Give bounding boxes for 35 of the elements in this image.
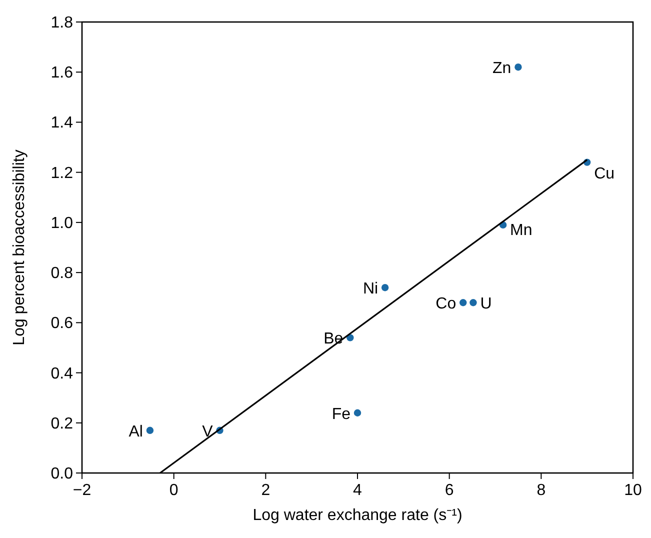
- annotation: Al: [128, 423, 143, 440]
- annotation: Zn: [492, 60, 512, 78]
- y-tick-label: 0.4: [50, 365, 74, 382]
- x-tick-label: 0: [169, 482, 178, 499]
- annotation: U: [480, 296, 492, 313]
- x-tick-label: 8: [536, 482, 546, 499]
- y-axis-title: Log percent bioaccessibility: [11, 150, 28, 346]
- annotation: Be: [324, 330, 344, 348]
- x-tick-label: 10: [624, 482, 642, 499]
- y-tick-label: 0.2: [50, 415, 74, 432]
- x-tick-label: −2: [72, 482, 92, 499]
- annotation: Fe: [332, 406, 351, 423]
- y-tick-label: 0.0: [50, 466, 74, 482]
- point: [460, 299, 467, 306]
- x-tick-label: 2: [261, 482, 270, 499]
- x-axis-title: Log water exchange rate (s⁻¹): [252, 507, 462, 524]
- point: [146, 426, 154, 434]
- point: [381, 284, 389, 292]
- y-tick-label: 0.6: [50, 315, 74, 332]
- annotation: Co: [436, 296, 456, 313]
- point: [514, 64, 522, 71]
- y-tick-label: 1.4: [50, 114, 74, 132]
- annotation: Mn: [510, 222, 532, 239]
- y-tick-label: 1.0: [50, 214, 74, 232]
- point: [470, 299, 477, 306]
- point: [354, 409, 362, 416]
- y-tick-label: 1.6: [50, 64, 74, 82]
- y-tick-label: 0.8: [50, 265, 74, 282]
- annotation: V: [202, 423, 214, 440]
- y-tick-label: 1.2: [50, 164, 74, 182]
- annotation: Cu: [594, 165, 615, 182]
- y-tick-label: 1.8: [50, 14, 74, 32]
- annotation: Ni: [362, 280, 378, 298]
- x-tick-label: 6: [444, 482, 454, 499]
- x-tick-label: 4: [353, 482, 362, 499]
